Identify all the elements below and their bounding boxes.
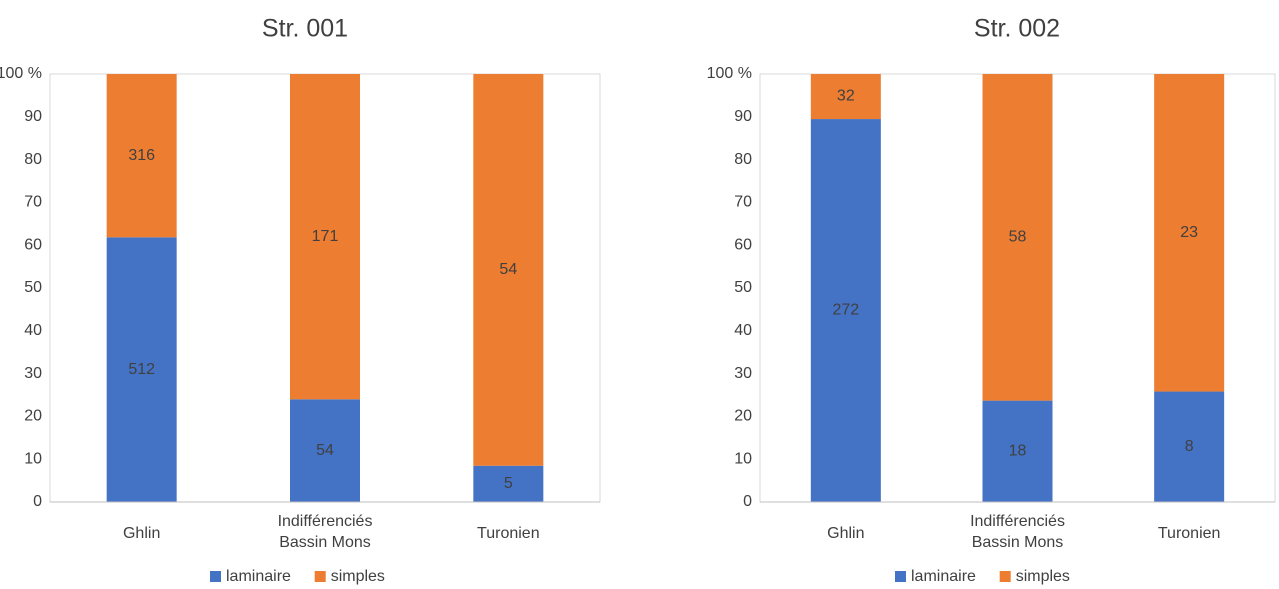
- y-tick-label: 20: [24, 408, 42, 425]
- data-label: 8: [1185, 438, 1194, 455]
- chart-title: Str. 002: [974, 15, 1060, 43]
- y-tick-label: 40: [24, 322, 42, 339]
- legend-label: simples: [331, 568, 385, 585]
- legend-swatch-laminaire: [895, 571, 906, 582]
- bar-simples-2: [290, 74, 360, 400]
- data-label: 5: [504, 475, 513, 492]
- legend-swatch-laminaire: [210, 571, 221, 582]
- bar-simples-3: [473, 74, 544, 466]
- data-label: 32: [837, 88, 855, 105]
- y-tick-label: 10: [24, 450, 42, 467]
- data-label: 512: [128, 361, 155, 378]
- y-tick-label: 70: [24, 194, 42, 211]
- legend-label: laminaire: [911, 568, 976, 585]
- chart-panel-1: Str. 001 0 10 20 30 40 50 60 70 80 90 100 % 512 316 Gh…: [0, 15, 601, 585]
- bar-simples-3: [1154, 74, 1225, 392]
- x-category-label: Bassin Mons: [972, 534, 1064, 551]
- y-tick-label: 60: [734, 236, 752, 253]
- x-category-label: Indifférenciés: [970, 513, 1065, 530]
- data-label: 58: [1009, 229, 1027, 246]
- bar-simples-1: [810, 74, 881, 120]
- chart-title: Str. 001: [262, 15, 348, 43]
- y-tick-label: 0: [33, 493, 42, 510]
- data-label: 54: [499, 261, 517, 278]
- y-tick-label: 70: [734, 194, 752, 211]
- y-tick-label: 80: [734, 151, 752, 168]
- bar-laminaire-3: [473, 465, 544, 502]
- legend-swatch-simples: [314, 571, 326, 582]
- bar-simples-2: [982, 74, 1053, 401]
- x-category-label: Bassin Mons: [279, 534, 371, 551]
- x-category-label: Indifférenciés: [278, 513, 373, 530]
- bar-laminaire-1: [810, 119, 881, 502]
- bar-simples-1: [106, 74, 177, 238]
- y-tick-label: 10: [734, 450, 752, 467]
- bar-laminaire-2: [982, 400, 1053, 502]
- x-category-label: Turonien: [1158, 525, 1221, 542]
- y-tick-label: 30: [734, 365, 752, 382]
- y-tick-label: 80: [24, 151, 42, 168]
- y-tick-label: 20: [734, 408, 752, 425]
- x-category-label: Ghlin: [123, 525, 160, 542]
- data-label: 171: [312, 228, 339, 245]
- legend-label: simples: [1016, 568, 1070, 585]
- y-tick-label: 50: [734, 279, 752, 296]
- y-tick-label: 90: [24, 108, 42, 125]
- data-label: 23: [1180, 224, 1198, 241]
- legend-label: laminaire: [226, 568, 291, 585]
- y-tick-label: 100 %: [0, 65, 42, 82]
- data-label: 18: [1009, 443, 1027, 460]
- x-category-label: Turonien: [477, 525, 540, 542]
- y-tick-label: 30: [24, 365, 42, 382]
- y-tick-label: 60: [24, 236, 42, 253]
- chart-panel-2: Str. 002 0 10 20 30 40 50 60 70 80 90 100 % 272 32 Ghl…: [707, 15, 1276, 585]
- legend-swatch-simples: [999, 571, 1011, 582]
- y-tick-label: 40: [734, 322, 752, 339]
- bar-laminaire-1: [106, 237, 177, 502]
- bar-laminaire-2: [290, 399, 360, 502]
- y-tick-label: 100 %: [707, 65, 752, 82]
- data-label: 316: [128, 147, 155, 164]
- data-label: 272: [832, 302, 859, 319]
- y-tick-label: 50: [24, 279, 42, 296]
- y-tick-label: 90: [734, 108, 752, 125]
- x-category-label: Ghlin: [827, 525, 864, 542]
- y-tick-label: 0: [743, 493, 752, 510]
- bar-laminaire-3: [1154, 391, 1225, 502]
- data-label: 54: [316, 442, 334, 459]
